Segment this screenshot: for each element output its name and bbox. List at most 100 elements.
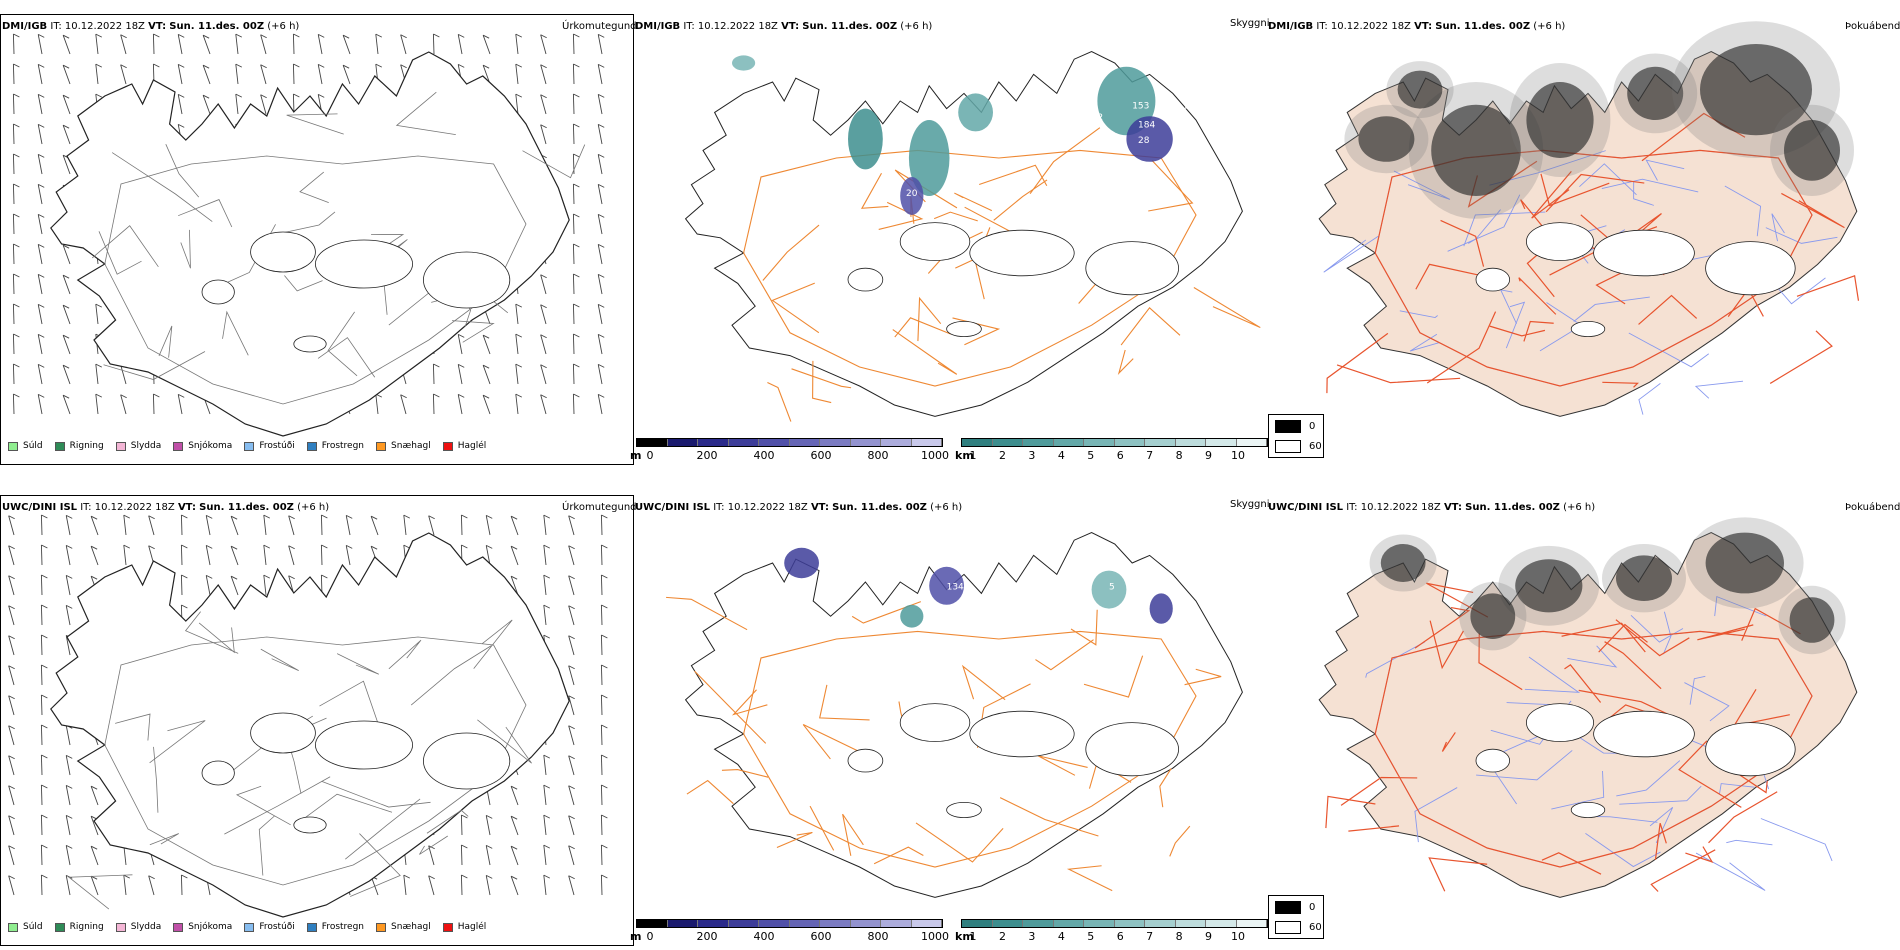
fog-title-1: Þokuábendi xyxy=(1845,21,1900,32)
wind-barb-flag xyxy=(568,515,575,520)
wind-barb xyxy=(90,816,99,836)
legend-swatch xyxy=(54,441,65,451)
glacier-outline xyxy=(1525,703,1594,743)
wind-barb-flag xyxy=(400,34,407,39)
wind-barb-flag xyxy=(123,874,131,879)
wind-barb xyxy=(65,875,71,896)
wind-barb-flag xyxy=(13,153,20,158)
wind-barb-flag xyxy=(510,875,518,880)
fog-legend-item: 60 xyxy=(1275,921,1322,934)
wind-barb xyxy=(568,785,575,806)
fog-halo xyxy=(1509,63,1611,177)
wind-barb-flag xyxy=(568,545,575,550)
wind-barb xyxy=(568,545,575,566)
low-visibility-area xyxy=(958,93,993,132)
wind-barb xyxy=(8,845,15,866)
wind-barb-flag xyxy=(461,844,468,849)
wind-barb-flag xyxy=(510,575,518,580)
low-visibility-area xyxy=(848,108,883,170)
wind-barb xyxy=(40,844,43,866)
glacier-outline xyxy=(250,231,316,273)
wind-barb xyxy=(8,815,15,836)
wind-barb-flag xyxy=(515,363,523,368)
glacier-outline xyxy=(1705,722,1796,777)
glacier-outline xyxy=(422,251,511,309)
wind-barb-flag xyxy=(458,33,465,38)
precip-legend-item: Frostregn xyxy=(306,922,364,932)
lead-time: (+6 h) xyxy=(900,21,933,32)
wind-barb xyxy=(543,845,547,866)
glacier-outline xyxy=(250,712,316,754)
wind-barb-flag xyxy=(573,273,580,278)
wind-barb-flag xyxy=(95,33,103,38)
fog-legend-label: 60 xyxy=(1309,922,1322,933)
wind-barb-flag xyxy=(41,664,48,669)
wind-barb-flag xyxy=(543,874,551,879)
wind-barb xyxy=(37,184,43,205)
wind-barb-flag xyxy=(8,725,15,730)
wind-barb xyxy=(40,754,43,776)
wind-barb xyxy=(177,64,183,85)
wind-barb xyxy=(345,515,351,536)
colorbar-tick-label: 800 xyxy=(867,449,889,462)
wind-barb xyxy=(432,363,435,385)
wind-barb-flag xyxy=(263,514,271,519)
wind-barb xyxy=(482,365,491,385)
wind-barb-flag xyxy=(8,575,15,580)
wind-barb-flag xyxy=(41,604,48,609)
wind-barb xyxy=(62,275,71,295)
wind-barb xyxy=(600,634,603,656)
wind-barb-flag xyxy=(573,33,580,38)
wind-barb-flag xyxy=(260,94,267,99)
vt-label: VT: xyxy=(1443,502,1462,513)
wind-barb xyxy=(62,95,71,115)
wind-barb xyxy=(230,576,239,596)
wind-barb-flag xyxy=(41,514,48,519)
wind-barb xyxy=(485,845,491,866)
wind-barb-flag xyxy=(568,755,575,760)
wind-barb xyxy=(37,124,43,145)
wind-barb-flag xyxy=(601,784,608,789)
wind-barb-flag xyxy=(41,544,48,549)
colorbar-cell xyxy=(1206,920,1237,927)
wind-barb xyxy=(510,546,519,566)
glacier-outline xyxy=(969,229,1075,277)
wind-barb-flag xyxy=(573,243,580,248)
wind-barb-flag xyxy=(120,64,127,69)
lead-time: (+6 h) xyxy=(1563,502,1596,513)
wind-barb-flag xyxy=(486,514,493,519)
wind-barb-flag xyxy=(62,304,70,309)
lead-time: (+6 h) xyxy=(267,21,300,32)
precip-legend-item: Snjókoma xyxy=(173,922,232,932)
colorbar-cells xyxy=(961,919,1268,928)
wind-barb-flag xyxy=(293,33,300,38)
wind-barb-flag xyxy=(38,153,45,158)
colorbar-tick-label: 8 xyxy=(1175,449,1183,462)
wind-barb xyxy=(568,725,575,746)
wind-barb xyxy=(568,695,575,716)
wind-barb xyxy=(572,123,575,145)
fog-legend-label: 0 xyxy=(1309,421,1316,432)
wind-barb xyxy=(40,544,43,566)
wind-barb xyxy=(120,394,127,415)
wind-barb xyxy=(62,65,71,85)
wind-barb-flag xyxy=(178,123,185,128)
colorbar-unit: km xyxy=(955,449,974,462)
wind-barb-flag xyxy=(598,123,605,128)
wind-barb-flag xyxy=(153,393,160,398)
fog-area xyxy=(1789,597,1835,643)
precip-type-title-1: Úrkomutegund xyxy=(562,21,637,32)
road-network xyxy=(743,127,1261,422)
legend-label: Snæhagl xyxy=(391,922,431,932)
visibility-value-label: 134 xyxy=(947,583,964,593)
wind-barb xyxy=(152,393,155,415)
wind-barb xyxy=(568,635,575,656)
wind-barb-flag xyxy=(120,394,127,399)
fog-halo xyxy=(1459,582,1527,651)
wind-barb-flag xyxy=(260,64,267,69)
wind-barb-flag xyxy=(13,273,20,278)
colorbar-cell xyxy=(962,439,993,446)
wind-barb xyxy=(540,334,547,355)
colorbar-tick-label: 4 xyxy=(1057,449,1065,462)
wind-barb xyxy=(65,545,71,566)
